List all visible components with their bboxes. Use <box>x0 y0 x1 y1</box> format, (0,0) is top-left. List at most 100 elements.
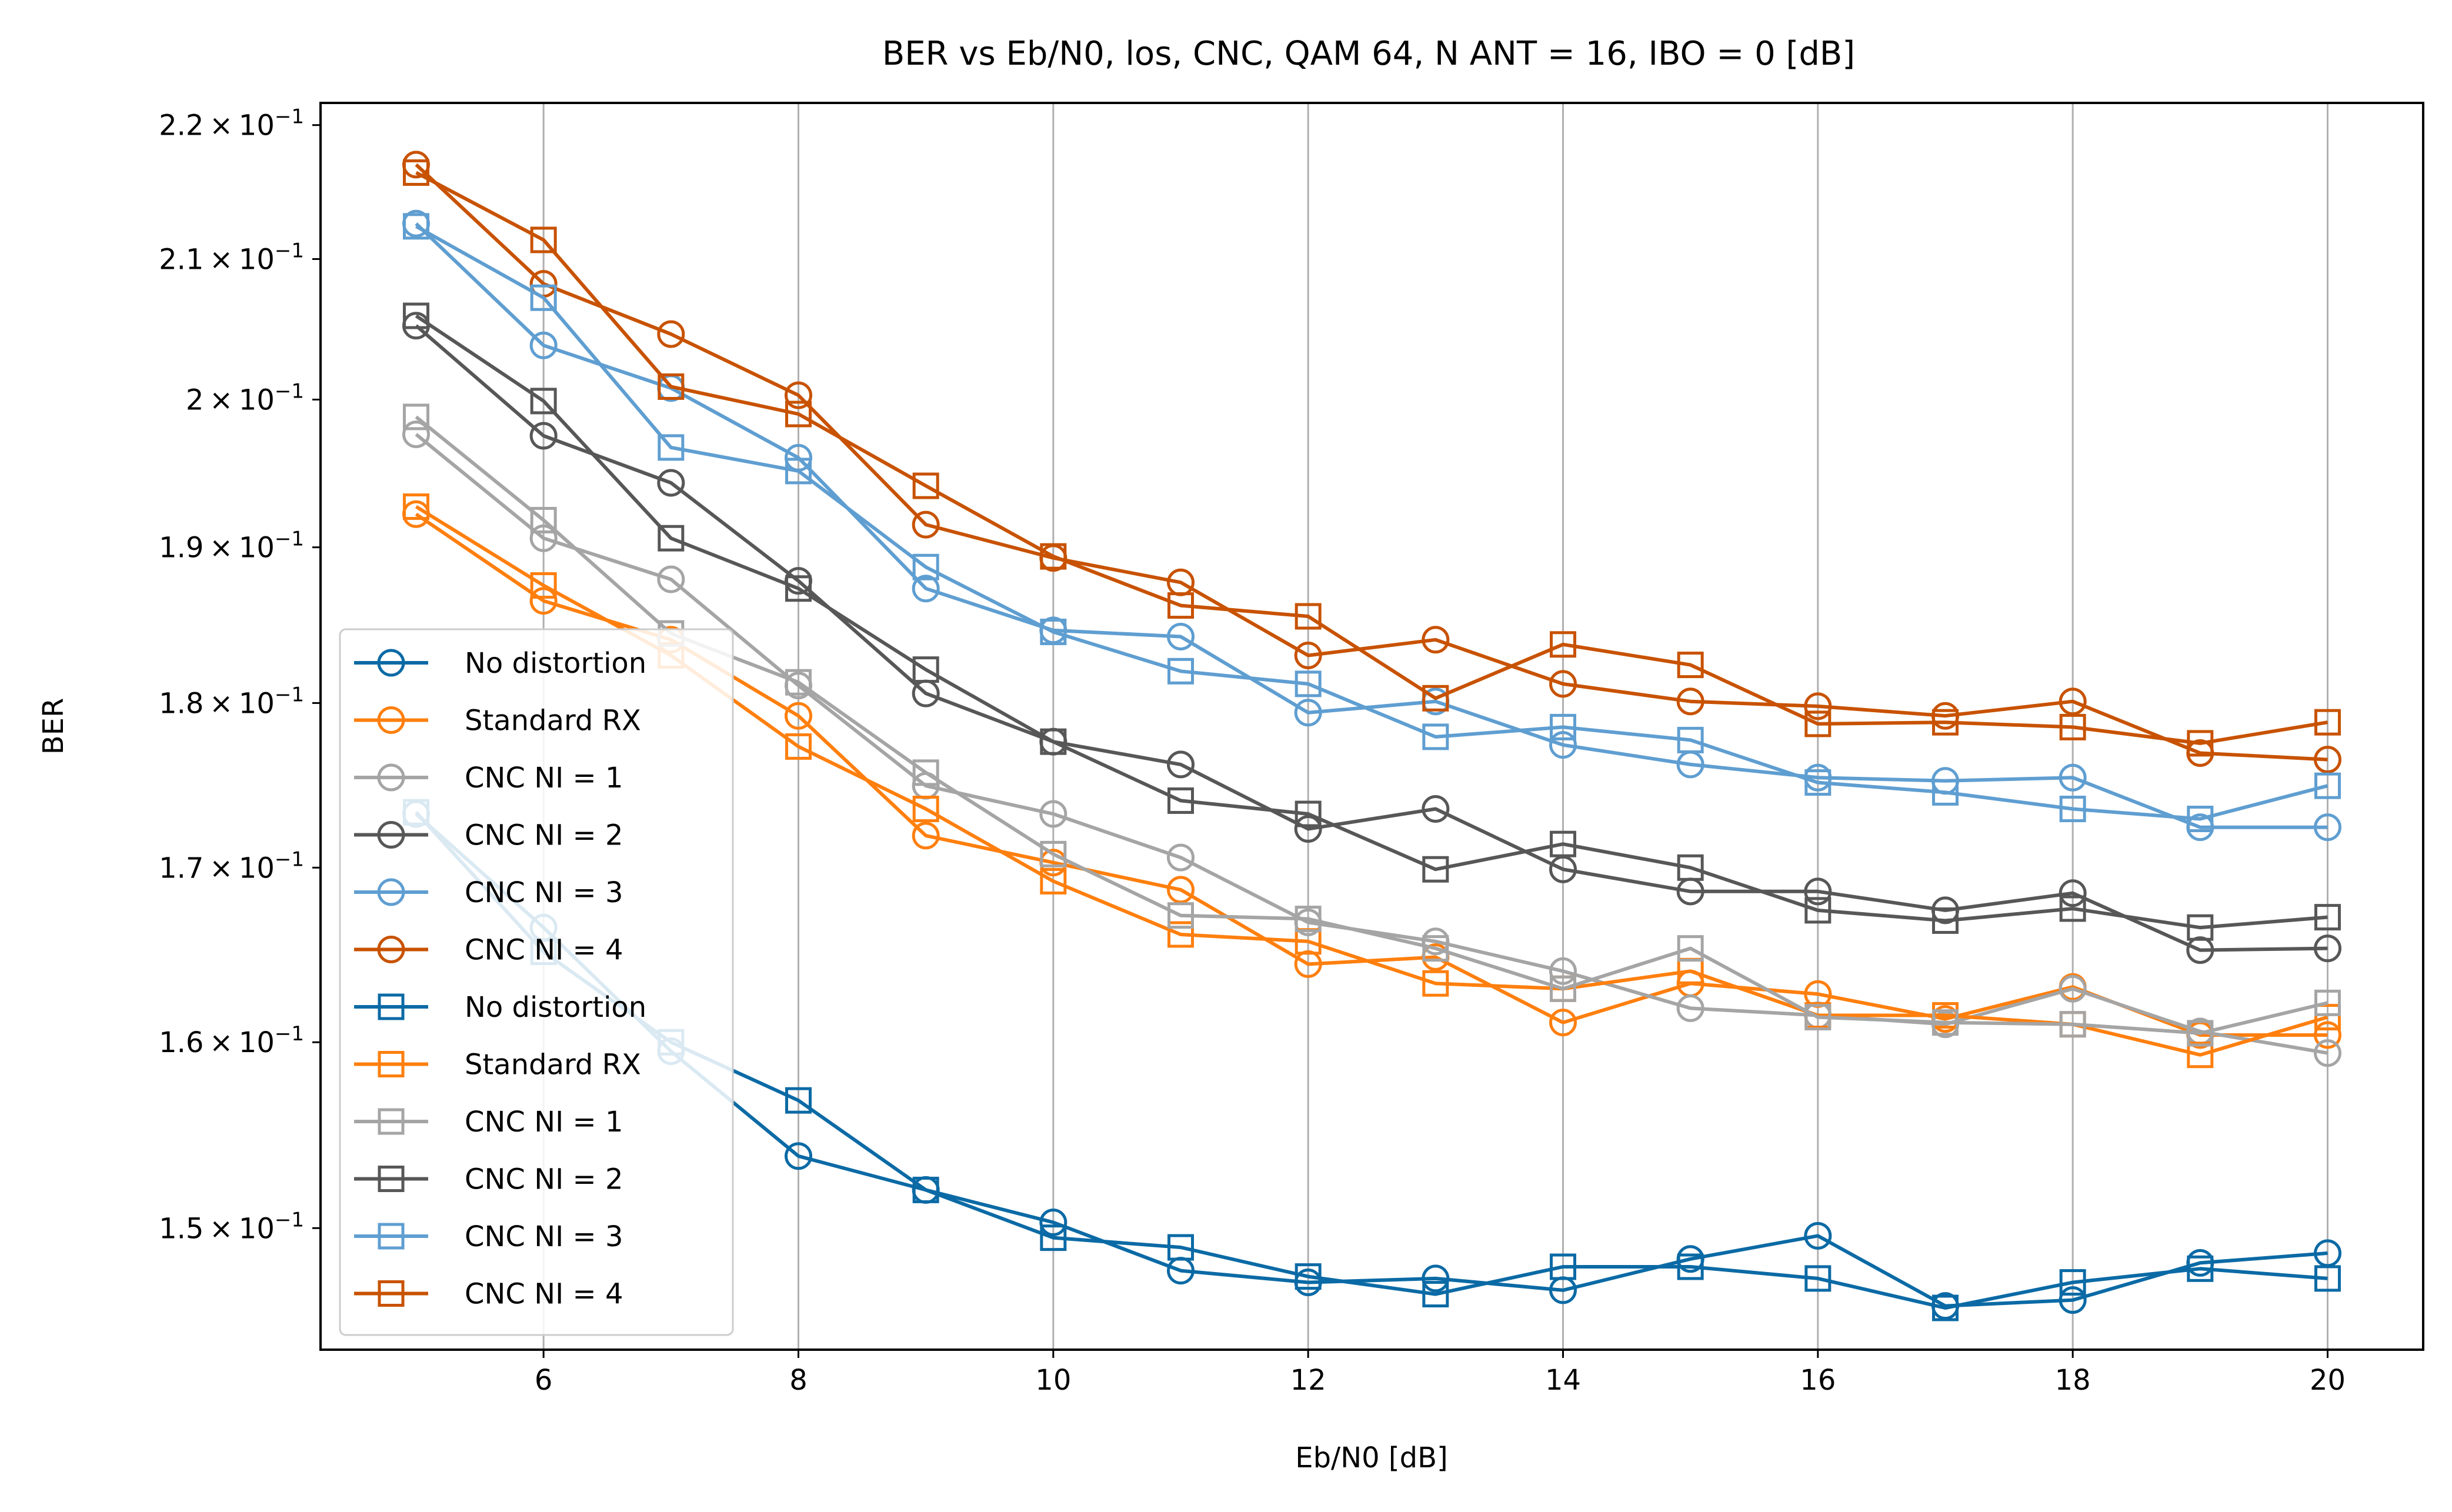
series-line <box>415 505 2328 1057</box>
series-circle-cnc-ni-4 <box>402 151 2341 774</box>
data-point <box>912 759 939 786</box>
legend-item: CNC NI = 3 <box>354 1220 623 1253</box>
data-point <box>1295 603 1322 630</box>
data-point <box>1422 1281 1449 1308</box>
data-point <box>2059 763 2087 792</box>
data-point <box>1167 622 1195 650</box>
y-tick-label: 1.5 × 10−1 <box>159 1208 304 1245</box>
series-square-cnc-ni-4 <box>403 159 2341 757</box>
data-point <box>1295 670 1322 697</box>
data-point <box>912 510 940 539</box>
data-point <box>658 434 685 461</box>
legend-label: CNC NI = 1 <box>465 1106 623 1139</box>
data-point <box>2187 1020 2214 1047</box>
data-point <box>1677 854 1704 881</box>
data-point <box>1039 800 1067 828</box>
data-point <box>1932 709 1959 736</box>
data-point <box>1167 902 1194 929</box>
legend-label: CNC NI = 3 <box>465 1220 623 1253</box>
data-point <box>1422 935 1449 962</box>
legend-item: CNC NI = 4 <box>354 1278 623 1311</box>
data-point <box>912 472 939 499</box>
data-point <box>2314 1021 2341 1049</box>
data-point <box>912 1176 939 1203</box>
data-point <box>529 524 558 552</box>
data-point <box>1677 935 1704 962</box>
data-point <box>2187 914 2214 941</box>
series-line <box>415 811 2328 1310</box>
data-point <box>1549 957 1577 985</box>
data-point <box>2187 1042 2214 1069</box>
data-point <box>1422 626 1450 654</box>
data-point <box>1550 631 1576 658</box>
legend-item: CNC NI = 4 <box>354 934 623 967</box>
x-tick-label: 10 <box>1035 1364 1071 1397</box>
data-point <box>2059 974 2087 1003</box>
legend-item: CNC NI = 3 <box>354 876 623 909</box>
legend-item: No distortion <box>354 991 646 1024</box>
data-point <box>912 656 939 683</box>
data-point <box>2187 1255 2214 1282</box>
data-point <box>2314 904 2341 931</box>
data-point <box>2059 879 2087 907</box>
data-point <box>2314 746 2341 774</box>
data-point <box>912 822 940 850</box>
data-point <box>1295 1263 1322 1290</box>
data-point <box>1804 877 1832 906</box>
data-point <box>1422 856 1449 883</box>
data-point <box>1677 726 1704 753</box>
series-line <box>415 415 2328 1035</box>
y-tick-label: 2 × 10−1 <box>186 379 304 416</box>
data-point <box>1167 876 1195 904</box>
data-point <box>530 284 557 311</box>
legend-label: CNC NI = 4 <box>465 934 623 967</box>
data-point <box>1167 843 1195 872</box>
data-point <box>402 420 430 449</box>
legend-marker <box>377 878 405 906</box>
data-point <box>1804 897 1832 924</box>
data-point <box>1550 1253 1576 1280</box>
data-point <box>403 213 429 240</box>
data-point <box>658 373 685 400</box>
series-line <box>415 171 2328 745</box>
data-point <box>403 159 429 186</box>
x-tick-label: 12 <box>1290 1364 1326 1397</box>
data-point <box>2187 805 2214 832</box>
data-point <box>1932 1294 1959 1321</box>
data-point <box>1549 731 1577 759</box>
legend: No distortion Standard RX CNC NI = 1 CNC NI… <box>339 628 734 1336</box>
x-tick-label: 18 <box>2055 1364 2091 1397</box>
data-point <box>2314 772 2341 799</box>
data-point <box>912 796 939 823</box>
data-point <box>1549 1009 1577 1037</box>
x-tick-label: 6 <box>535 1364 553 1397</box>
legend-marker <box>377 821 405 849</box>
series-line <box>415 812 2328 1308</box>
data-point <box>1167 921 1194 948</box>
data-point <box>1550 713 1576 740</box>
x-axis-label: Eb/N0 [dB] <box>1295 1441 1448 1474</box>
data-point <box>2059 895 2086 922</box>
data-point <box>1676 994 1704 1022</box>
data-point <box>1422 1264 1450 1293</box>
data-point <box>785 381 812 409</box>
data-point <box>2187 730 2214 757</box>
data-point <box>1167 592 1194 619</box>
data-point <box>1040 1224 1067 1251</box>
data-point <box>2314 934 2341 963</box>
data-point <box>1167 1234 1194 1261</box>
data-point <box>785 458 812 485</box>
legend-marker <box>378 1280 405 1307</box>
legend-marker <box>378 1051 405 1077</box>
data-point <box>2314 1039 2341 1067</box>
chart-title: BER vs Eb/N0, los, CNC, QAM 64, N ANT = … <box>882 35 1855 73</box>
data-point <box>785 733 812 760</box>
axes: 6 8 10 12 14 16 18 20 1.5 × 10−1 1.6 × 10−1 1.7 × … <box>159 105 2346 1397</box>
data-point <box>530 506 557 533</box>
data-point <box>2314 1265 2341 1292</box>
data-point <box>1039 1208 1067 1236</box>
legend-label: CNC NI = 2 <box>465 1163 623 1196</box>
data-point <box>1677 1253 1704 1280</box>
x-tick-label: 14 <box>1545 1364 1581 1397</box>
